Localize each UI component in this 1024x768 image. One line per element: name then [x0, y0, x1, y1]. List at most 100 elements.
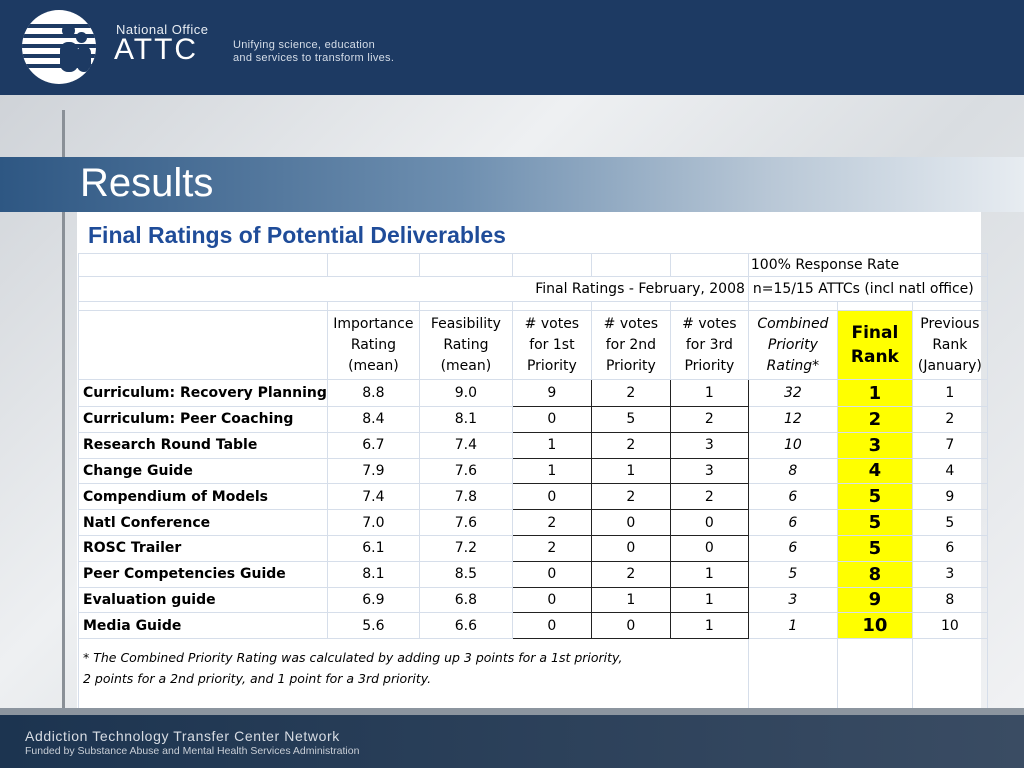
footer-funding-note: Funded by Substance Abuse and Mental Hea… [25, 745, 360, 757]
votes-3rd: 0 [669, 509, 749, 536]
deliverable-name: Change Guide [78, 457, 328, 485]
deliverable-name: Peer Competencies Guide [78, 560, 328, 588]
votes-3rd: 1 [669, 379, 749, 407]
combined-rating: 32 [747, 379, 838, 407]
response-rate-label: 100% Response Rate [747, 253, 988, 277]
importance-rating: 6.7 [326, 431, 420, 459]
deliverable-name: Natl Conference [78, 509, 328, 536]
votes-1st: 0 [511, 612, 592, 640]
combined-rating: 1 [747, 612, 838, 640]
footnote-line-2: 2 points for a 2nd priority, and 1 point… [83, 671, 432, 687]
votes-1st: 2 [511, 534, 592, 562]
previous-rank: 10 [911, 612, 988, 640]
feasibility-rating: 7.2 [418, 534, 513, 562]
final-rank: 8 [836, 560, 913, 588]
final-rank: 5 [836, 534, 913, 562]
deliverable-name: Research Round Table [78, 431, 328, 459]
feasibility-rating: 7.4 [418, 431, 513, 459]
importance-rating: 7.4 [326, 483, 420, 511]
feasibility-rating: 8.1 [418, 406, 513, 433]
deliverable-name: Media Guide [78, 612, 328, 640]
final-rank: 2 [836, 406, 913, 433]
votes-1st: 0 [511, 406, 592, 433]
final-rank: 10 [836, 612, 913, 640]
deliverable-name: Curriculum: Peer Coaching [78, 406, 328, 433]
table-row: Research Round Table 6.7 7.4 1 2 3 10 3 7 [78, 431, 988, 459]
final-rank: 5 [836, 483, 913, 511]
previous-rank: 1 [911, 379, 988, 407]
combined-rating: 6 [747, 483, 838, 511]
combined-rating: 6 [747, 509, 838, 536]
header-votes-1st: # votes for 1st Priority [511, 310, 592, 380]
feasibility-rating: 7.8 [418, 483, 513, 511]
votes-2nd: 0 [590, 612, 671, 640]
table-row: Change Guide 7.9 7.6 1 1 3 8 4 4 [78, 457, 988, 485]
previous-rank: 8 [911, 586, 988, 614]
tagline-line-1: Unifying science, education [233, 39, 376, 51]
header-feasibility: Feasibility Rating (mean) [418, 310, 513, 380]
table-row: Curriculum: Peer Coaching 8.4 8.1 0 5 2 12 2 2 [78, 406, 988, 433]
combined-rating: 3 [747, 586, 838, 614]
feasibility-rating: 7.6 [418, 509, 513, 536]
votes-1st: 1 [511, 457, 592, 485]
combined-rating: 10 [747, 431, 838, 459]
header-importance: Importance Rating (mean) [326, 310, 420, 380]
importance-rating: 5.6 [326, 612, 420, 640]
footer-bar [0, 715, 1024, 768]
table-row: Compendium of Models 7.4 7.8 0 2 2 6 5 9 [78, 483, 988, 511]
votes-3rd: 1 [669, 612, 749, 640]
tagline-line-2: and services to transform lives. [233, 52, 395, 64]
previous-rank: 9 [911, 483, 988, 511]
votes-2nd: 0 [590, 534, 671, 562]
votes-3rd: 1 [669, 586, 749, 614]
decorative-vertical-line [62, 110, 65, 710]
previous-rank: 6 [911, 534, 988, 562]
table-row: Peer Competencies Guide 8.1 8.5 0 2 1 5 8 3 [78, 560, 988, 588]
title-band [0, 157, 1024, 212]
votes-2nd: 1 [590, 457, 671, 485]
final-rank: 9 [836, 586, 913, 614]
header-combined: Combined Priority Rating* [747, 310, 838, 380]
votes-3rd: 3 [669, 457, 749, 485]
importance-rating: 6.9 [326, 586, 420, 614]
previous-rank: 5 [911, 509, 988, 536]
subtitle: Final Ratings of Potential Deliverables [88, 222, 506, 248]
feasibility-rating: 6.6 [418, 612, 513, 640]
feasibility-rating: 8.5 [418, 560, 513, 588]
votes-3rd: 0 [669, 534, 749, 562]
previous-rank: 7 [911, 431, 988, 459]
final-rank: 3 [836, 431, 913, 459]
combined-rating: 12 [747, 406, 838, 433]
importance-rating: 6.1 [326, 534, 420, 562]
importance-rating: 8.1 [326, 560, 420, 588]
combined-rating: 5 [747, 560, 838, 588]
previous-rank: 2 [911, 406, 988, 433]
footnote: * The Combined Priority Rating was calcu… [78, 638, 749, 712]
deliverable-name: Compendium of Models [78, 483, 328, 511]
table-row: Media Guide 5.6 6.6 0 0 1 1 10 10 [78, 612, 988, 640]
importance-rating: 7.0 [326, 509, 420, 536]
votes-1st: 9 [511, 379, 592, 407]
importance-rating: 8.8 [326, 379, 420, 407]
header-votes-2nd: # votes for 2nd Priority [590, 310, 671, 380]
votes-3rd: 2 [669, 483, 749, 511]
votes-2nd: 1 [590, 586, 671, 614]
votes-2nd: 2 [590, 431, 671, 459]
org-name-small: National Office [116, 22, 209, 37]
votes-1st: 0 [511, 586, 592, 614]
importance-rating: 7.9 [326, 457, 420, 485]
previous-rank: 4 [911, 457, 988, 485]
combined-rating: 8 [747, 457, 838, 485]
header-previous-rank: Previous Rank (January) [911, 310, 988, 380]
table-row: Curriculum: Recovery Planning 8.8 9.0 9 2 1 32… [78, 379, 988, 407]
footer-network-name: Addiction Technology Transfer Center Net… [25, 728, 340, 744]
final-rank: 1 [836, 379, 913, 407]
votes-2nd: 2 [590, 379, 671, 407]
response-n-label: n=15/15 ATTCs (incl natl office) [747, 276, 988, 302]
header-bar: National Office ATTC Unifying science, e… [0, 0, 1024, 95]
votes-3rd: 3 [669, 431, 749, 459]
deliverable-name: Curriculum: Recovery Planning [78, 379, 328, 407]
votes-1st: 1 [511, 431, 592, 459]
table-row: Natl Conference 7.0 7.6 2 0 0 6 5 5 [78, 509, 988, 536]
feasibility-rating: 7.6 [418, 457, 513, 485]
